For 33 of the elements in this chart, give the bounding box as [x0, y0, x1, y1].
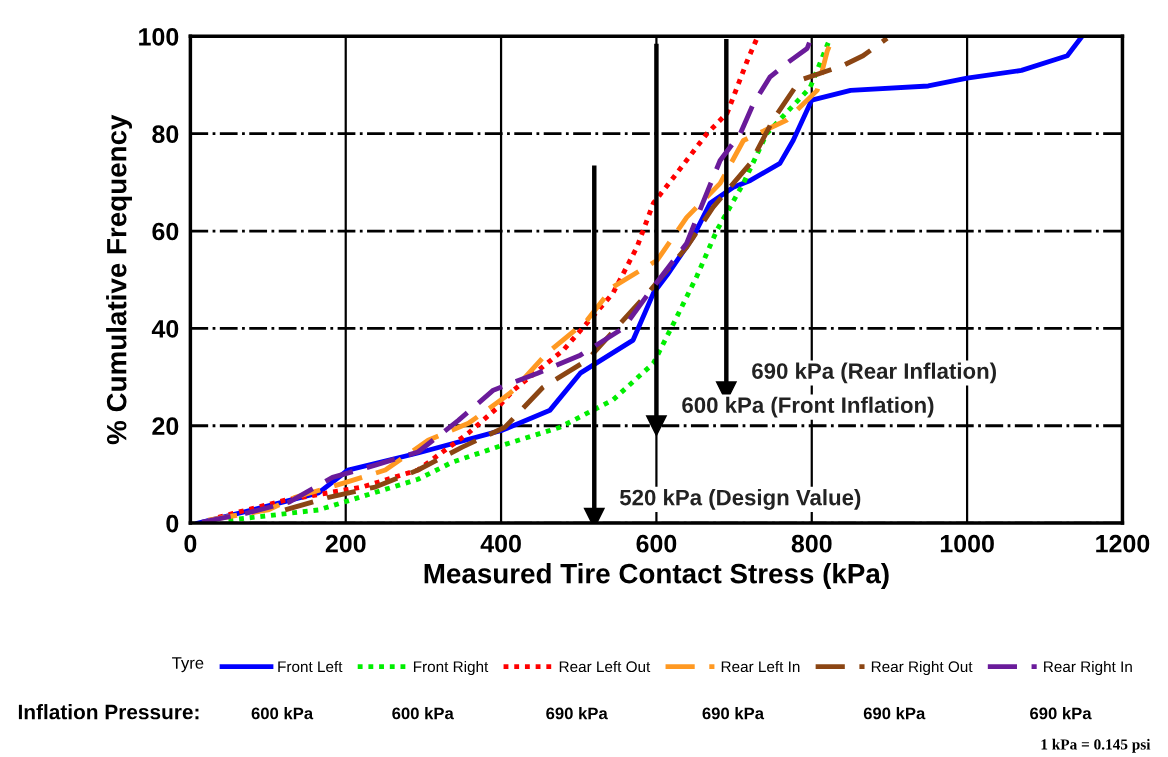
y-tick-label: 100 — [139, 27, 179, 46]
legend-label: Rear Right In — [1044, 660, 1132, 676]
legend-label: Rear Left Out — [559, 660, 651, 673]
legend-label: Rear Right Out — [871, 660, 973, 676]
x-tick-label: 200 — [325, 534, 366, 553]
text: 600 kPa — [251, 707, 314, 720]
annotation: 600 kPa (Front Inflation) — [682, 396, 934, 418]
legend-label: Front Left — [278, 660, 343, 673]
x-axis-title: Measured Tire Contact Stress (kPa) — [424, 563, 889, 589]
x-tick-label: 800 — [791, 534, 832, 553]
text: 690 kPa — [546, 707, 608, 720]
y-tick-label: 20 — [152, 417, 179, 436]
x-tick-label: 1200 — [1096, 534, 1150, 553]
x-tick-label: 0 — [184, 534, 197, 553]
text: 600 kPa — [392, 707, 454, 720]
text: 1 kPa = 0.145 psi — [1041, 738, 1151, 753]
y-axis-title: % Cumulative Frequency — [106, 114, 133, 445]
annotation: 520 kPa (Design Value) — [619, 489, 861, 510]
y-tick-label: 80 — [152, 125, 179, 143]
legend-title: Tyre — [172, 657, 204, 673]
legend-label: Front Right — [413, 660, 489, 676]
legend-label: Rear Left In — [721, 660, 800, 673]
y-tick-label: 60 — [152, 222, 179, 241]
text: 690 kPa — [702, 707, 765, 720]
y-tick-label: 40 — [151, 319, 179, 338]
x-tick-label: 400 — [480, 534, 521, 553]
text: 690 kPa — [863, 707, 926, 720]
x-tick-label: 600 — [636, 534, 677, 553]
x-tick-label: 1000 — [940, 534, 994, 553]
annotation: 690 kPa (Rear Inflation) — [752, 362, 996, 384]
y-tick-label: 0 — [166, 514, 179, 533]
text: 690 kPa — [1030, 707, 1092, 720]
text: Inflation Pressure: — [18, 704, 199, 720]
